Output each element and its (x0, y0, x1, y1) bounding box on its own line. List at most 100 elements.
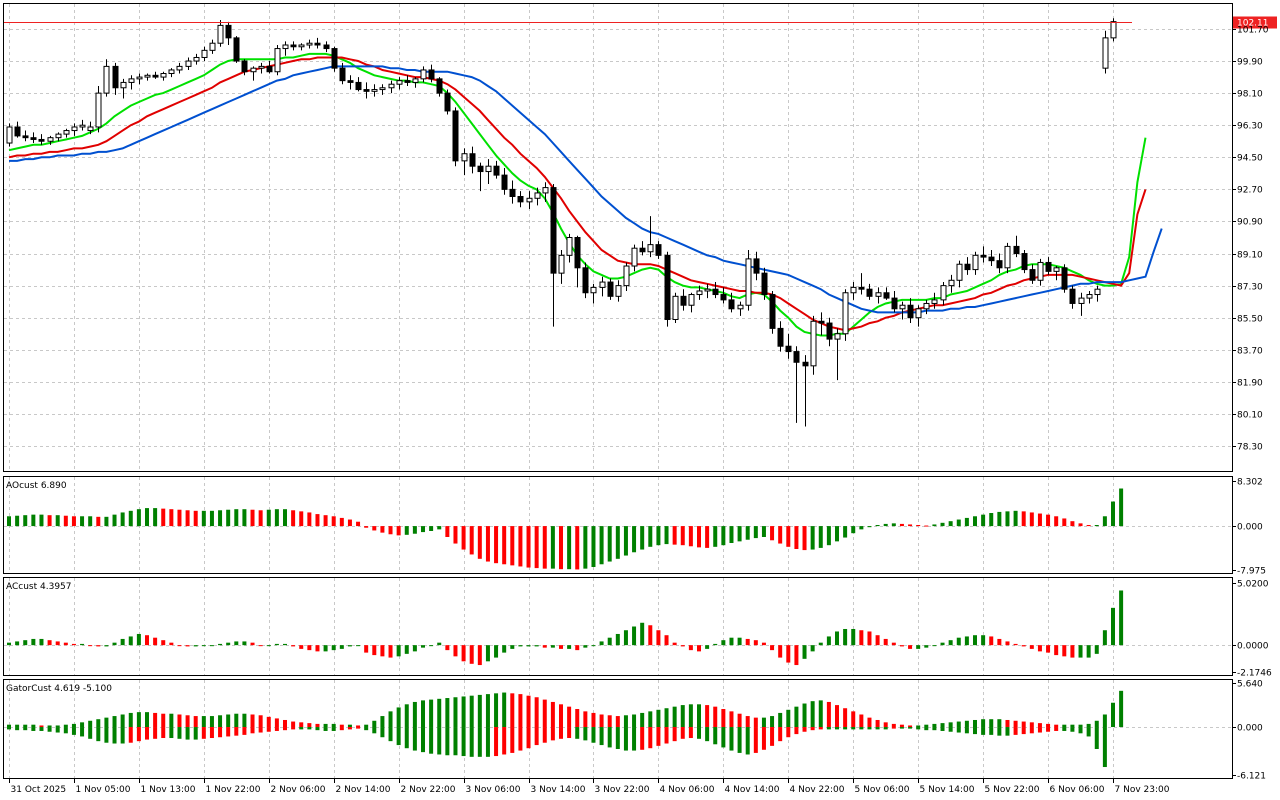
gator-upper-bar (1029, 722, 1034, 728)
ac-bar (997, 638, 1002, 646)
gator-lower-bar (908, 727, 913, 729)
gator-lower-bar (1037, 727, 1042, 733)
candle-body (558, 254, 565, 274)
ao-bar (331, 516, 336, 527)
ao-bar (559, 526, 563, 570)
candle-body (420, 69, 427, 80)
gator-upper-bar (956, 721, 961, 728)
candle-body (444, 92, 451, 112)
candle-body (655, 244, 662, 256)
indicator-y-tick-label: -2.1746 (1237, 669, 1272, 679)
gator-lower-bar (518, 727, 523, 751)
gator-lower-bar (315, 727, 320, 731)
ac-bar (583, 645, 588, 648)
gator-upper-bar (753, 717, 758, 728)
ao-bar (169, 509, 174, 527)
gator-upper-bar (623, 715, 628, 728)
ac-bar (153, 637, 158, 646)
ac-bar (502, 645, 507, 653)
gator-lower-bar (364, 727, 369, 731)
ac-bar (201, 645, 206, 647)
ac-bar (63, 642, 68, 646)
ac-bar (242, 641, 247, 646)
gator-upper-bar (770, 716, 775, 728)
candle-body (623, 265, 630, 287)
ao-bar (810, 526, 815, 550)
x-tick-label: 4 Nov 22:00 (790, 785, 845, 795)
candle-body (250, 67, 257, 73)
candle-body (972, 254, 979, 271)
gator-lower-bar (494, 727, 499, 757)
gator-upper-bar (924, 724, 929, 728)
candle-body (241, 60, 248, 73)
gator-upper-bar (31, 724, 36, 728)
ao-bar (510, 526, 515, 566)
gator-upper-bar (55, 725, 60, 728)
candle-body (647, 244, 654, 253)
gator-lower-bar (932, 727, 937, 731)
candle-body (720, 294, 727, 301)
candle-body (850, 286, 857, 294)
candle-body (371, 89, 378, 92)
candle-body (55, 133, 62, 139)
candle-body (509, 188, 516, 198)
candle-body (680, 295, 687, 306)
candle-body (128, 78, 135, 83)
candle-body (923, 302, 930, 310)
gator-lower-bar (688, 727, 693, 739)
ac-bar (209, 645, 214, 647)
candle-body (22, 135, 29, 139)
candle-body (144, 74, 151, 78)
ac-bar (591, 645, 596, 647)
gator-upper-bar (567, 706, 572, 728)
gator-lower-bar (623, 727, 628, 751)
gator-upper-bar (274, 718, 279, 728)
gator-lower-bar (185, 727, 190, 740)
gator-upper-bar (583, 711, 588, 728)
gator-upper-bar (356, 725, 361, 728)
ao-bar (973, 516, 977, 527)
price-y-tick-label: 83.70 (1237, 347, 1263, 357)
ao-bar (518, 526, 523, 567)
ac-bar (185, 645, 190, 647)
candle-body (152, 74, 159, 78)
ac-bar (891, 642, 896, 646)
gator-upper-bar (112, 716, 117, 728)
gator-indicator-label: GatorCust 4.619 -5.100 (6, 684, 112, 694)
x-tick-label: 31 Oct 2025 (11, 785, 67, 795)
gator-upper-bar (193, 716, 198, 728)
gator-lower-bar (96, 727, 101, 742)
ao-bar (607, 526, 612, 562)
gator-lower-bar (664, 727, 669, 744)
ao-bar (339, 517, 344, 527)
ac-bar (112, 642, 117, 646)
gator-lower-bar (1005, 727, 1010, 736)
gator-upper-bar (250, 714, 255, 728)
ac-bar (916, 645, 921, 649)
ao-bar (688, 526, 693, 547)
ac-bar (794, 645, 799, 666)
gator-lower-bar (274, 727, 279, 731)
gator-lower-bar (607, 727, 612, 748)
ao-bar (761, 526, 766, 537)
price-y-tick-label: 81.90 (1237, 379, 1263, 389)
ac-bar (412, 645, 417, 652)
gator-upper-bar (615, 716, 620, 728)
gator-lower-bar (128, 727, 133, 743)
ao-histogram (7, 488, 1124, 570)
candle-body (599, 281, 606, 288)
gator-lower-bar (380, 727, 385, 738)
gator-lower-bar (729, 727, 734, 751)
x-tick-label: 3 Nov 06:00 (466, 785, 521, 795)
gator-upper-bar (1086, 723, 1091, 728)
ao-bar (323, 515, 328, 527)
candle-body (112, 65, 119, 89)
candle-body (534, 192, 541, 199)
candle-body (761, 272, 768, 296)
ac-bar (518, 645, 523, 647)
ac-bar (559, 645, 563, 649)
candle-body (891, 297, 898, 310)
gator-lower-bar (883, 727, 888, 730)
price-y-tick-label: 98.10 (1237, 90, 1263, 100)
